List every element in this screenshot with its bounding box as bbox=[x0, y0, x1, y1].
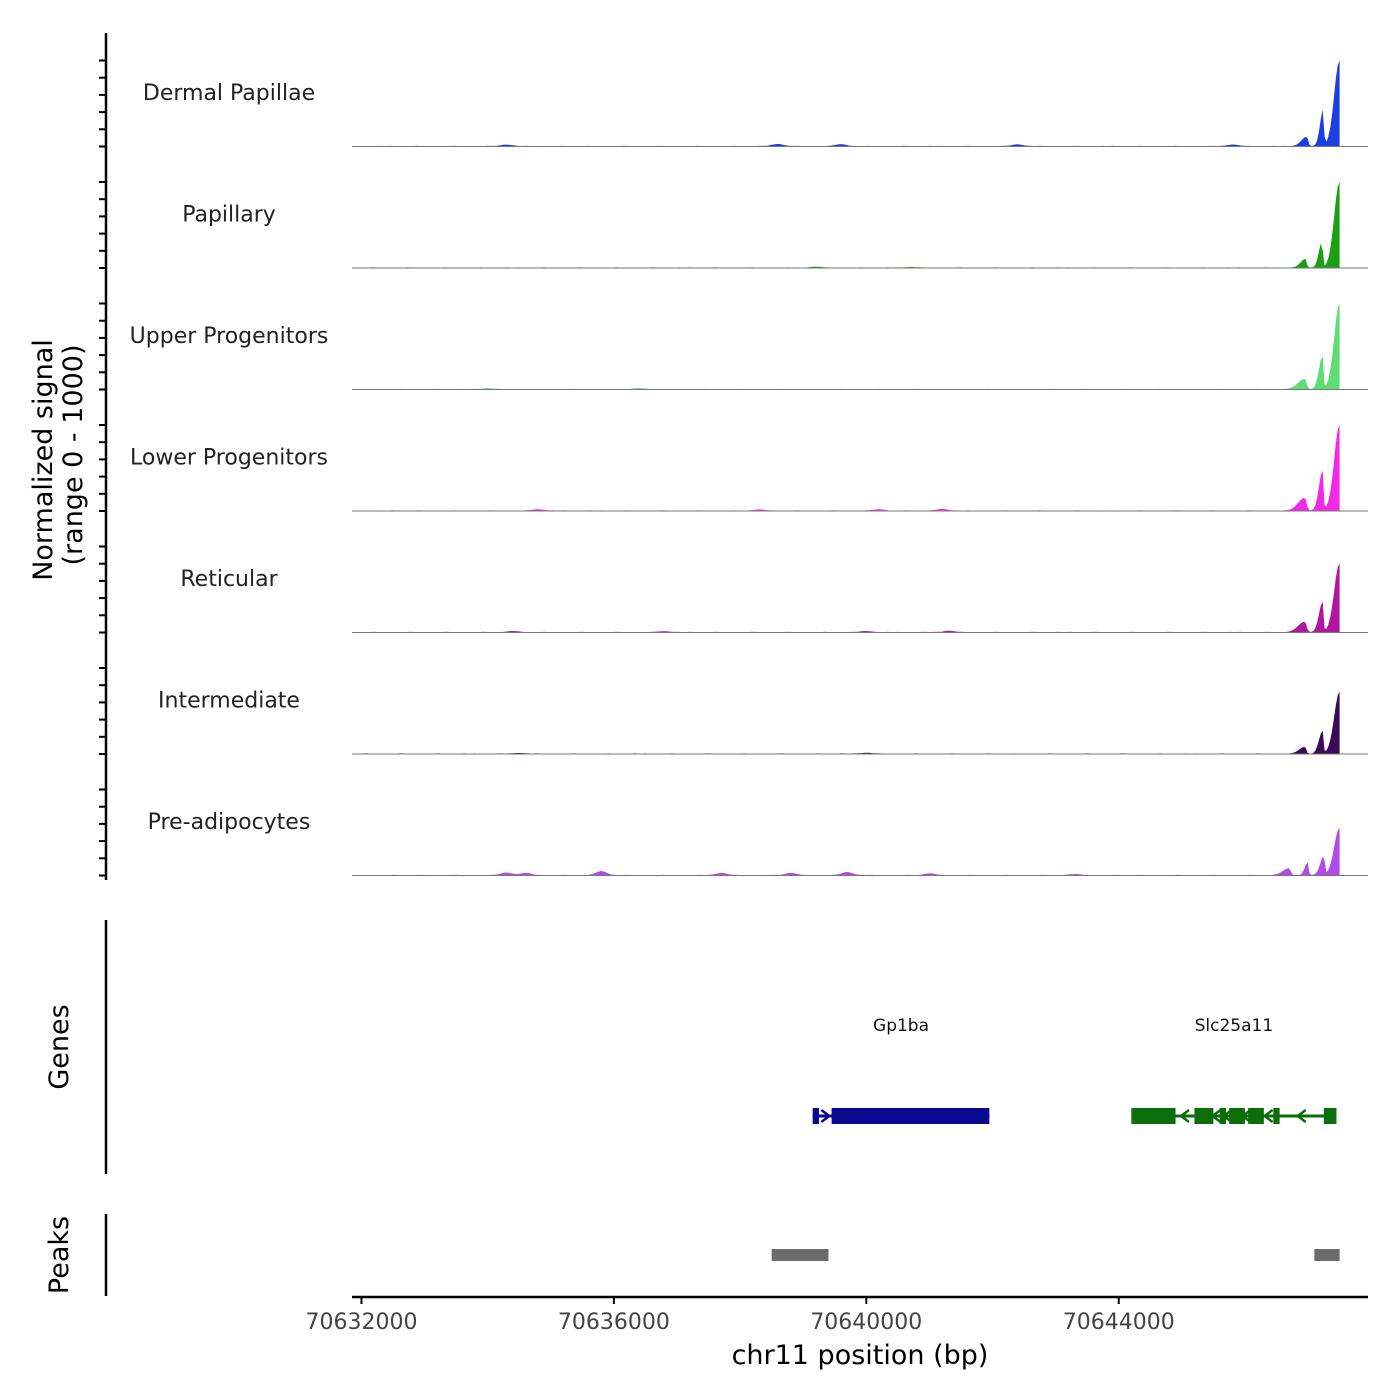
strand-arrow bbox=[820, 1109, 832, 1123]
track-pre-adipocytes: Pre-adipocytes bbox=[148, 810, 1368, 876]
track-label: Lower Progenitors bbox=[130, 446, 328, 471]
gene-exon bbox=[1131, 1108, 1176, 1124]
genes-axis-label: Genes bbox=[44, 1004, 75, 1089]
track-label: Reticular bbox=[180, 567, 278, 592]
track-label: Dermal Papillae bbox=[143, 81, 315, 106]
gene-exon bbox=[1323, 1108, 1337, 1124]
track-label: Upper Progenitors bbox=[130, 324, 329, 349]
gene-slc25a11: Slc25a11 bbox=[1131, 1016, 1337, 1124]
gene-label: Gp1ba bbox=[873, 1016, 929, 1036]
signal-area bbox=[361, 691, 1340, 754]
strand-arrow bbox=[1295, 1109, 1307, 1123]
strand-arrow bbox=[1262, 1109, 1274, 1123]
strand-arrow bbox=[1178, 1109, 1190, 1123]
signal-area bbox=[361, 827, 1340, 876]
x-tick-label: 70640000 bbox=[810, 1310, 922, 1335]
peak-track bbox=[771, 1249, 1340, 1261]
gene-exon bbox=[1229, 1108, 1245, 1124]
peak-region bbox=[1314, 1249, 1340, 1261]
x-tick-label: 70644000 bbox=[1063, 1310, 1175, 1335]
x-tick-label: 70632000 bbox=[305, 1310, 417, 1335]
y-axis-label-line1: Normalized signal bbox=[28, 339, 59, 581]
track-label: Papillary bbox=[182, 203, 276, 228]
track-upper-progenitors: Upper Progenitors bbox=[130, 303, 1368, 390]
strand-arrow bbox=[1210, 1109, 1222, 1123]
track-papillary: Papillary bbox=[182, 182, 1368, 269]
gene-label: Slc25a11 bbox=[1195, 1016, 1274, 1036]
x-axis-label: chr11 position (bp) bbox=[732, 1340, 989, 1371]
track-label: Intermediate bbox=[158, 689, 300, 714]
x-axis: 70632000 70636000 70640000 70644000 bbox=[305, 1295, 1368, 1335]
peaks-axis-label: Peaks bbox=[44, 1216, 75, 1294]
gene-exon bbox=[831, 1108, 990, 1124]
signal-area bbox=[361, 425, 1340, 511]
track-lower-progenitors: Lower Progenitors bbox=[130, 425, 1368, 512]
signal-area bbox=[361, 563, 1340, 633]
signal-area bbox=[361, 60, 1340, 147]
track-label: Pre-adipocytes bbox=[148, 810, 311, 835]
strand-arrow bbox=[1240, 1109, 1252, 1123]
signal-area bbox=[361, 182, 1340, 268]
track-intermediate: Intermediate bbox=[158, 689, 1368, 755]
gene-gp1ba: Gp1ba bbox=[812, 1016, 990, 1124]
track-reticular: Reticular bbox=[180, 563, 1368, 633]
x-tick-label: 70636000 bbox=[558, 1310, 670, 1335]
gene-exon bbox=[1273, 1108, 1280, 1124]
strand-arrow bbox=[1221, 1109, 1233, 1123]
peak-region bbox=[771, 1249, 829, 1261]
signal-tracks: Dermal Papillae Papillary Upper Progenitor… bbox=[130, 60, 1368, 876]
gene-exon bbox=[812, 1108, 819, 1124]
signal-area bbox=[361, 303, 1340, 390]
gene-exon bbox=[1194, 1108, 1214, 1124]
y-axis-label-line2: (range 0 - 1000) bbox=[58, 345, 89, 566]
track-dermal-papillae: Dermal Papillae bbox=[143, 60, 1368, 147]
y-axis bbox=[99, 33, 108, 880]
gene-exon bbox=[1248, 1108, 1264, 1124]
gene-track: Gp1ba Slc25a11 bbox=[812, 1016, 1337, 1124]
